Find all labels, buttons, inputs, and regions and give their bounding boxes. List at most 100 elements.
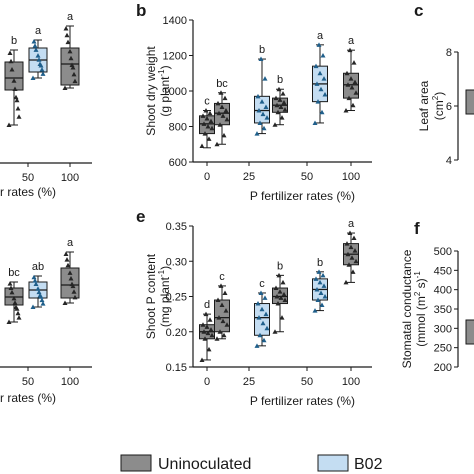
- data-point: [223, 108, 229, 113]
- data-point: [352, 79, 358, 85]
- data-point: [7, 281, 13, 286]
- y-tick-label: 0.35: [166, 221, 187, 233]
- box-iqr: [254, 95, 270, 124]
- significance-letter: c: [259, 278, 265, 290]
- box-b02-25: c: [254, 278, 270, 348]
- y-axis-unit: (g plant-1): [157, 65, 172, 116]
- x-tick-label: 25: [243, 376, 255, 388]
- data-point: [262, 76, 268, 81]
- box-iqr: [343, 72, 359, 99]
- data-point: [256, 108, 262, 113]
- data-point: [322, 92, 328, 97]
- data-point: [221, 332, 227, 338]
- y-tick-label: 200: [434, 362, 452, 374]
- y-tick-label: 1400: [163, 15, 187, 27]
- box-partial: a: [60, 11, 80, 90]
- data-point: [40, 301, 46, 306]
- data-point: [199, 143, 205, 149]
- box-iqr-partial: [465, 89, 474, 115]
- data-point: [343, 108, 349, 113]
- y-axis-title: Shoot dry weight: [144, 46, 158, 136]
- x-axis-title-partial: r rates (%): [0, 185, 56, 199]
- y-tick-label: 0.30: [166, 256, 187, 268]
- y-tick-label: 600: [169, 157, 187, 169]
- data-point: [345, 251, 351, 257]
- data-point: [218, 283, 224, 288]
- data-point: [346, 95, 352, 101]
- data-point: [318, 290, 324, 295]
- data-point: [350, 102, 356, 108]
- data-point: [208, 327, 214, 332]
- panel-letter: b: [136, 1, 146, 20]
- x-tick-label: 100: [342, 376, 360, 388]
- data-point: [38, 62, 44, 68]
- panel-a-partial: 50 100 r rates (%) b a a: [0, 11, 92, 199]
- data-point: [223, 308, 229, 313]
- data-point: [32, 278, 38, 283]
- significance-letter: b: [11, 35, 17, 47]
- data-point: [218, 90, 224, 95]
- data-point: [260, 111, 266, 117]
- data-point: [30, 75, 36, 80]
- panel-f-stomatal-conductance-partial: f 500 450 400 350 300 250 200 Stomatal conductan…: [400, 219, 474, 374]
- data-point: [70, 283, 76, 289]
- data-point: [313, 63, 319, 69]
- y-tick-label: 0.25: [166, 292, 187, 304]
- panel-letter: c: [414, 1, 423, 20]
- y-axis-unit-sup: -1: [157, 69, 166, 77]
- data-point: [350, 269, 356, 274]
- y-tick-label: 400: [434, 285, 452, 297]
- y-tick-label: 250: [434, 343, 452, 355]
- data-point: [349, 255, 355, 260]
- data-point: [222, 95, 228, 101]
- data-point: [33, 281, 39, 287]
- data-point: [71, 71, 77, 77]
- y-axis-unit: (cm2): [431, 92, 446, 120]
- data-point: [264, 115, 270, 120]
- data-point: [351, 60, 357, 65]
- x-tick-label: 0: [204, 171, 210, 183]
- data-point: [12, 86, 18, 91]
- y-tick-label: 0.20: [166, 327, 187, 339]
- panel-letter: e: [136, 207, 145, 226]
- data-point: [312, 120, 318, 125]
- x-tick-label: 100: [61, 376, 79, 388]
- data-point: [202, 336, 208, 341]
- y-axis-unit-sup: -1: [157, 269, 166, 277]
- legend: Uninoculated B02: [120, 454, 383, 473]
- data-point: [348, 244, 354, 250]
- significance-letter: b: [317, 257, 323, 269]
- box-uninoculated-100: a: [343, 35, 359, 113]
- box-uninoculated-25: bc: [214, 78, 230, 147]
- data-point: [217, 329, 223, 334]
- data-point: [282, 297, 288, 303]
- data-point: [263, 311, 269, 317]
- data-point: [316, 269, 322, 274]
- data-point: [272, 329, 278, 334]
- data-point: [276, 86, 282, 92]
- data-point: [259, 99, 265, 104]
- data-point: [206, 346, 212, 352]
- data-point: [224, 116, 230, 122]
- box-iqr-partial: [465, 319, 474, 345]
- data-point: [347, 230, 353, 236]
- data-point: [351, 235, 357, 240]
- y-axis-unit-yunit_sup1: 2: [413, 291, 422, 296]
- data-point: [13, 94, 19, 100]
- data-point: [281, 291, 287, 297]
- data-point: [39, 67, 45, 72]
- y-axis-unit-base: (g plant: [158, 76, 172, 117]
- data-point: [36, 289, 42, 295]
- x-tick-label: 0: [204, 376, 210, 388]
- y-axis-title: Shoot P content: [144, 253, 158, 339]
- panel-e-shoot-p-content: e 0.15 0.20 0.25 0.30 0.35 0 25 50 100 P fertilize…: [136, 207, 372, 408]
- data-point: [68, 276, 74, 281]
- data-point: [220, 318, 226, 324]
- data-point: [217, 122, 223, 127]
- data-point: [258, 56, 264, 62]
- data-point: [203, 108, 209, 113]
- box-iqr: [214, 299, 230, 333]
- y-tick-label: 300: [434, 323, 452, 335]
- data-point: [221, 132, 227, 138]
- x-tick-label: 50: [301, 171, 313, 183]
